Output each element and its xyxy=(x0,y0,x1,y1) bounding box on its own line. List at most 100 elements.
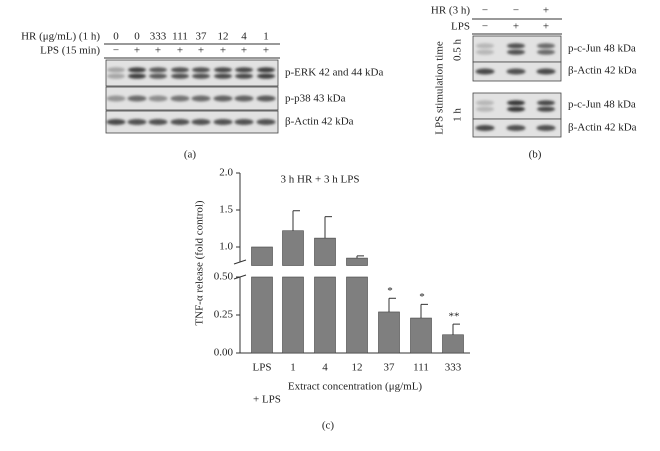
blots xyxy=(105,35,562,138)
band xyxy=(149,67,167,73)
lps-label: LPS (15 min) xyxy=(40,45,100,57)
bar xyxy=(378,311,400,354)
band xyxy=(106,119,126,125)
hr-value: − xyxy=(513,5,519,17)
band xyxy=(192,73,210,79)
blot xyxy=(472,92,562,120)
lps-value: + xyxy=(198,45,204,57)
band xyxy=(536,68,556,75)
band xyxy=(234,119,254,125)
band xyxy=(536,125,556,131)
band xyxy=(106,95,126,102)
band xyxy=(256,95,276,102)
band xyxy=(170,119,190,125)
band-label: p-ERK 42 and 44 kDa xyxy=(285,67,383,79)
bar xyxy=(251,246,273,266)
band xyxy=(107,73,125,79)
band xyxy=(476,49,494,55)
bar xyxy=(282,276,304,354)
x-label: Extract concentration (μg/mL) xyxy=(288,381,423,393)
y-tick-label: 2.0 xyxy=(219,167,233,179)
band xyxy=(257,73,275,79)
bar xyxy=(314,237,336,266)
hr-value: 0 xyxy=(113,31,119,43)
annotation: * xyxy=(419,291,425,303)
caption: (a) xyxy=(184,149,197,161)
x-tick-label: 333 xyxy=(445,362,462,374)
lps-value: + xyxy=(177,45,183,57)
band xyxy=(537,43,555,49)
band xyxy=(475,68,495,75)
band xyxy=(235,73,253,79)
band xyxy=(537,106,555,112)
hr-label: HR (3 h) xyxy=(431,5,470,17)
band xyxy=(234,95,254,102)
annotation: ** xyxy=(449,311,460,323)
band xyxy=(127,95,147,102)
hr-value: 4 xyxy=(241,31,247,43)
band xyxy=(507,100,525,106)
lps-value: + xyxy=(543,21,549,33)
band xyxy=(507,49,525,55)
lps-value: + xyxy=(134,45,140,57)
band-label: p-c-Jun 48 kDa xyxy=(568,43,636,55)
x-tick-label: 111 xyxy=(413,362,429,374)
y-tick-label: 1.0 xyxy=(219,241,233,253)
hr-label: HR (μg/mL) (1 h) xyxy=(21,31,100,43)
band xyxy=(191,95,211,102)
lps-value: − xyxy=(482,21,488,33)
lps-label: LPS xyxy=(451,21,470,33)
band-label: β-Actin 42 kDa xyxy=(568,65,637,77)
lps-value: + xyxy=(155,45,161,57)
hr-value: 37 xyxy=(196,31,208,43)
band xyxy=(537,49,555,55)
band xyxy=(148,95,168,102)
x-tick-label: 37 xyxy=(384,362,396,374)
band xyxy=(507,43,525,49)
hr-value: − xyxy=(482,5,488,17)
band xyxy=(128,67,146,73)
chart-title: 3 h HR + 3 h LPS xyxy=(281,174,360,186)
x-tick-label: 1 xyxy=(290,362,296,374)
band xyxy=(149,73,167,79)
bar xyxy=(410,317,432,354)
blot xyxy=(105,59,279,87)
band xyxy=(475,125,495,131)
band xyxy=(213,95,233,102)
bar xyxy=(442,334,464,354)
band-label: p-p38 43 kDa xyxy=(285,93,346,105)
band xyxy=(192,67,210,73)
band xyxy=(148,119,168,125)
y-label: TNF-α release (fold control) xyxy=(194,200,206,326)
bar xyxy=(346,257,368,266)
band xyxy=(213,119,233,125)
side-label: LPS stimulation time xyxy=(434,41,446,135)
bar xyxy=(314,276,336,354)
lps-value: + xyxy=(263,45,269,57)
band xyxy=(506,125,526,131)
lps-value: + xyxy=(220,45,226,57)
band xyxy=(171,73,189,79)
x-tick-label: 4 xyxy=(322,362,328,374)
lps-value: + xyxy=(241,45,247,57)
band xyxy=(191,119,211,125)
band xyxy=(214,73,232,79)
hr-value: 333 xyxy=(150,31,167,43)
bar xyxy=(251,276,273,354)
band xyxy=(214,67,232,73)
x-label: + LPS xyxy=(253,394,281,406)
time-label: 0.5 h xyxy=(452,39,464,62)
band xyxy=(476,43,494,49)
x-tick-label: 12 xyxy=(352,362,363,374)
time-label: 1 h xyxy=(452,108,464,122)
band xyxy=(257,67,275,73)
hr-value: 1 xyxy=(263,31,269,43)
band xyxy=(537,100,555,106)
band xyxy=(476,100,494,106)
band xyxy=(256,119,276,125)
caption: (c) xyxy=(322,420,335,432)
band xyxy=(107,67,125,73)
hr-value: 0 xyxy=(134,31,140,43)
band-label: β-Actin 42 kDa xyxy=(285,116,354,128)
